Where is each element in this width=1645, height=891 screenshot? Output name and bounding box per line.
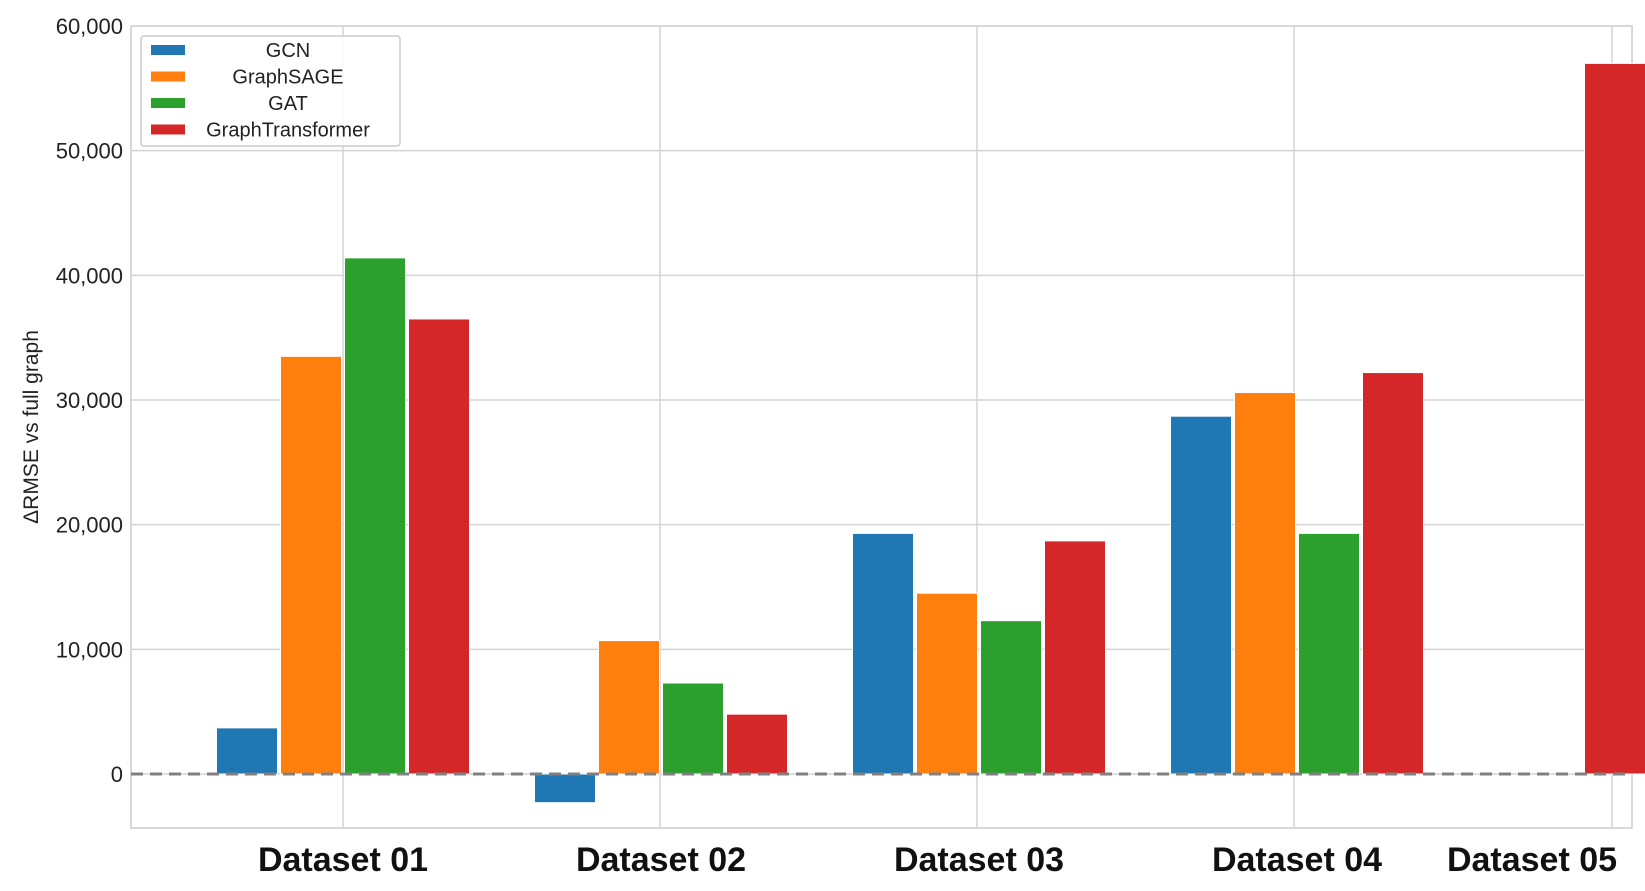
y-tick-label: 10,000 [56,637,123,662]
x-category-label: Dataset 02 [576,841,746,879]
legend-label: GraphSAGE [232,67,343,89]
y-tick-label: 40,000 [56,263,123,288]
axes-layer: 0 10,000 20,000 30,000 40,000 50,000 60,000 Dat… [56,14,1617,879]
x-category-label: Dataset 01 [258,841,428,879]
x-category-label: Dataset 05 [1447,841,1617,879]
bar-gcn-dataset-01 [216,727,278,775]
bar-gcn-dataset-04 [1170,415,1232,775]
legend-swatch-gat [151,98,185,108]
y-tick-label: 30,000 [56,388,123,413]
bars-layer [131,62,1645,804]
x-category-label: Dataset 04 [1212,841,1382,879]
bar-gat-dataset-03 [980,620,1042,775]
bar-graphtransformer-dataset-04 [1362,372,1424,775]
legend-box [140,35,401,147]
bar-graphsage-dataset-01 [280,355,342,775]
bar-gat-dataset-02 [662,682,724,775]
bar-graphsage-dataset-04 [1234,392,1296,775]
bar-gcn-dataset-02 [534,773,596,804]
legend-swatch-gcn [151,45,185,55]
legend: GCN GraphSAGE GAT GraphTransformer [140,35,401,147]
legend-label: GCN [266,40,310,62]
bar-graphtransformer-dataset-02 [726,713,788,775]
y-tick-label: 20,000 [56,513,123,538]
bar-graphsage-dataset-02 [598,640,660,775]
x-category-label: Dataset 03 [894,841,1064,879]
bar-graphtransformer-dataset-01 [408,318,470,775]
y-tick-label: 60,000 [56,14,123,39]
y-tick-label: 50,000 [56,139,123,164]
bar-gcn-dataset-03 [852,532,914,775]
bar-graphtransformer-dataset-03 [1044,540,1106,775]
y-axis-title: ΔRMSE vs full graph [20,330,43,524]
legend-label: GraphTransformer [206,120,370,142]
legend-swatch-graphtransformer [151,124,185,135]
legend-label: GAT [268,93,308,115]
bar-graphtransformer-dataset-05 [1584,62,1645,775]
y-tick-label: 0 [111,762,123,787]
bar-graphsage-dataset-03 [916,592,978,775]
bar-gat-dataset-01 [344,257,406,775]
bar-gat-dataset-04 [1298,532,1360,775]
legend-swatch-graphsage [151,71,185,82]
